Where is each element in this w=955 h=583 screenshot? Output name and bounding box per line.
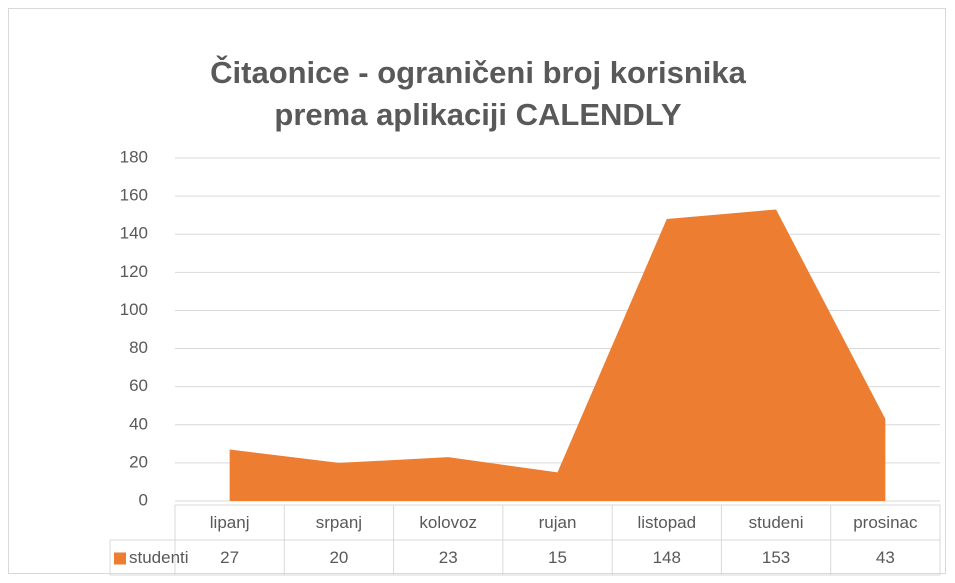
table-value: 15 (548, 548, 567, 567)
chart-title: Čitaonice - ograničeni broj korisnika pr… (210, 55, 746, 132)
x-tick-label: lipanj (210, 513, 250, 532)
y-tick-label: 40 (129, 414, 148, 433)
y-tick-label: 20 (129, 452, 148, 471)
x-tick-label: kolovoz (419, 513, 477, 532)
y-tick-label: 0 (139, 490, 148, 509)
x-tick-label: listopad (637, 513, 696, 532)
chart-border (8, 8, 946, 574)
table-value: 148 (653, 548, 681, 567)
y-tick-label: 180 (120, 147, 148, 166)
y-tick-label: 140 (120, 224, 148, 243)
table-value: 43 (876, 548, 895, 567)
table-value: 23 (439, 548, 458, 567)
table-value: 27 (220, 548, 239, 567)
x-tick-label: srpanj (316, 513, 362, 532)
x-tick-label: prosinac (853, 513, 918, 532)
y-tick-label: 100 (120, 300, 148, 319)
table-value: 153 (762, 548, 790, 567)
area (229, 209, 886, 501)
table-value: 20 (329, 548, 348, 567)
legend-swatch (114, 552, 126, 565)
y-tick-label: 80 (129, 338, 148, 357)
y-tick-label: 120 (120, 262, 148, 281)
y-tick-label: 60 (129, 376, 148, 395)
x-tick-label: studeni (749, 513, 804, 532)
x-tick-label: rujan (539, 513, 577, 532)
y-tick-label: 160 (120, 186, 148, 205)
legend-label: studenti (129, 548, 189, 567)
